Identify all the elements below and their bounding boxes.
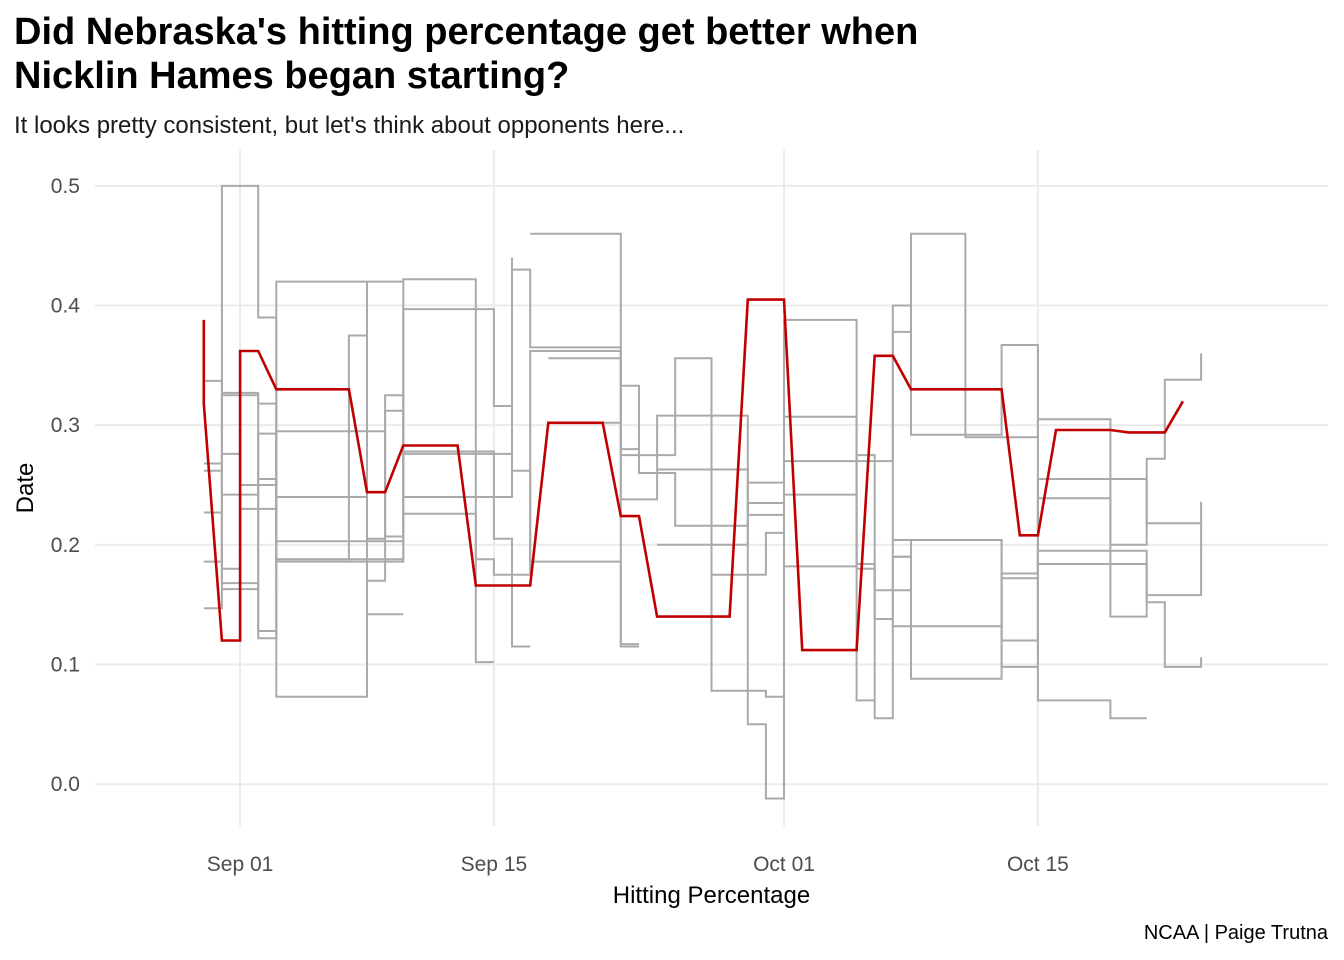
axis-ticks: 0.0 0.1 0.2 0.3 0.4 0.5 Sep 01 Sep 15 Oct 01 Oct … — [51, 175, 1069, 876]
x-tick-label: Sep 01 — [207, 853, 274, 876]
series-line-highlight — [202, 298, 1185, 652]
y-tick-label: 0.2 — [51, 534, 80, 557]
series-line — [530, 232, 911, 592]
x-tick-label: Oct 01 — [753, 853, 815, 876]
nebraska-line — [202, 298, 1185, 652]
y-tick-label: 0.5 — [51, 175, 80, 198]
x-tick-label: Sep 15 — [461, 853, 528, 876]
series-line — [548, 357, 784, 698]
series-line — [874, 353, 1203, 628]
series-line — [657, 232, 1148, 618]
series-line — [548, 318, 875, 800]
series-line — [203, 280, 404, 616]
series-line — [892, 478, 1203, 642]
series-line — [892, 539, 1203, 668]
series-line — [203, 184, 404, 698]
series-line — [221, 268, 639, 648]
chart-subtitle: It looks pretty consistent, but let's th… — [14, 112, 685, 139]
y-tick-label: 0.3 — [51, 414, 80, 437]
x-tick-label: Oct 15 — [1007, 853, 1069, 876]
series-line — [203, 350, 639, 576]
series-line — [657, 304, 1147, 720]
y-tick-label: 0.0 — [51, 773, 80, 796]
chart-title: Did Nebraska's hitting percentage get be… — [14, 11, 919, 97]
y-axis-title: Date — [12, 463, 39, 514]
x-axis-title: Hitting Percentage — [613, 882, 810, 909]
y-tick-label: 0.4 — [51, 295, 81, 318]
series-line — [711, 493, 1165, 680]
chart-caption: NCAA | Paige Trutna — [1143, 922, 1328, 944]
series-line — [221, 334, 639, 646]
opponent-lines — [203, 184, 1203, 800]
y-tick-label: 0.1 — [51, 653, 80, 676]
